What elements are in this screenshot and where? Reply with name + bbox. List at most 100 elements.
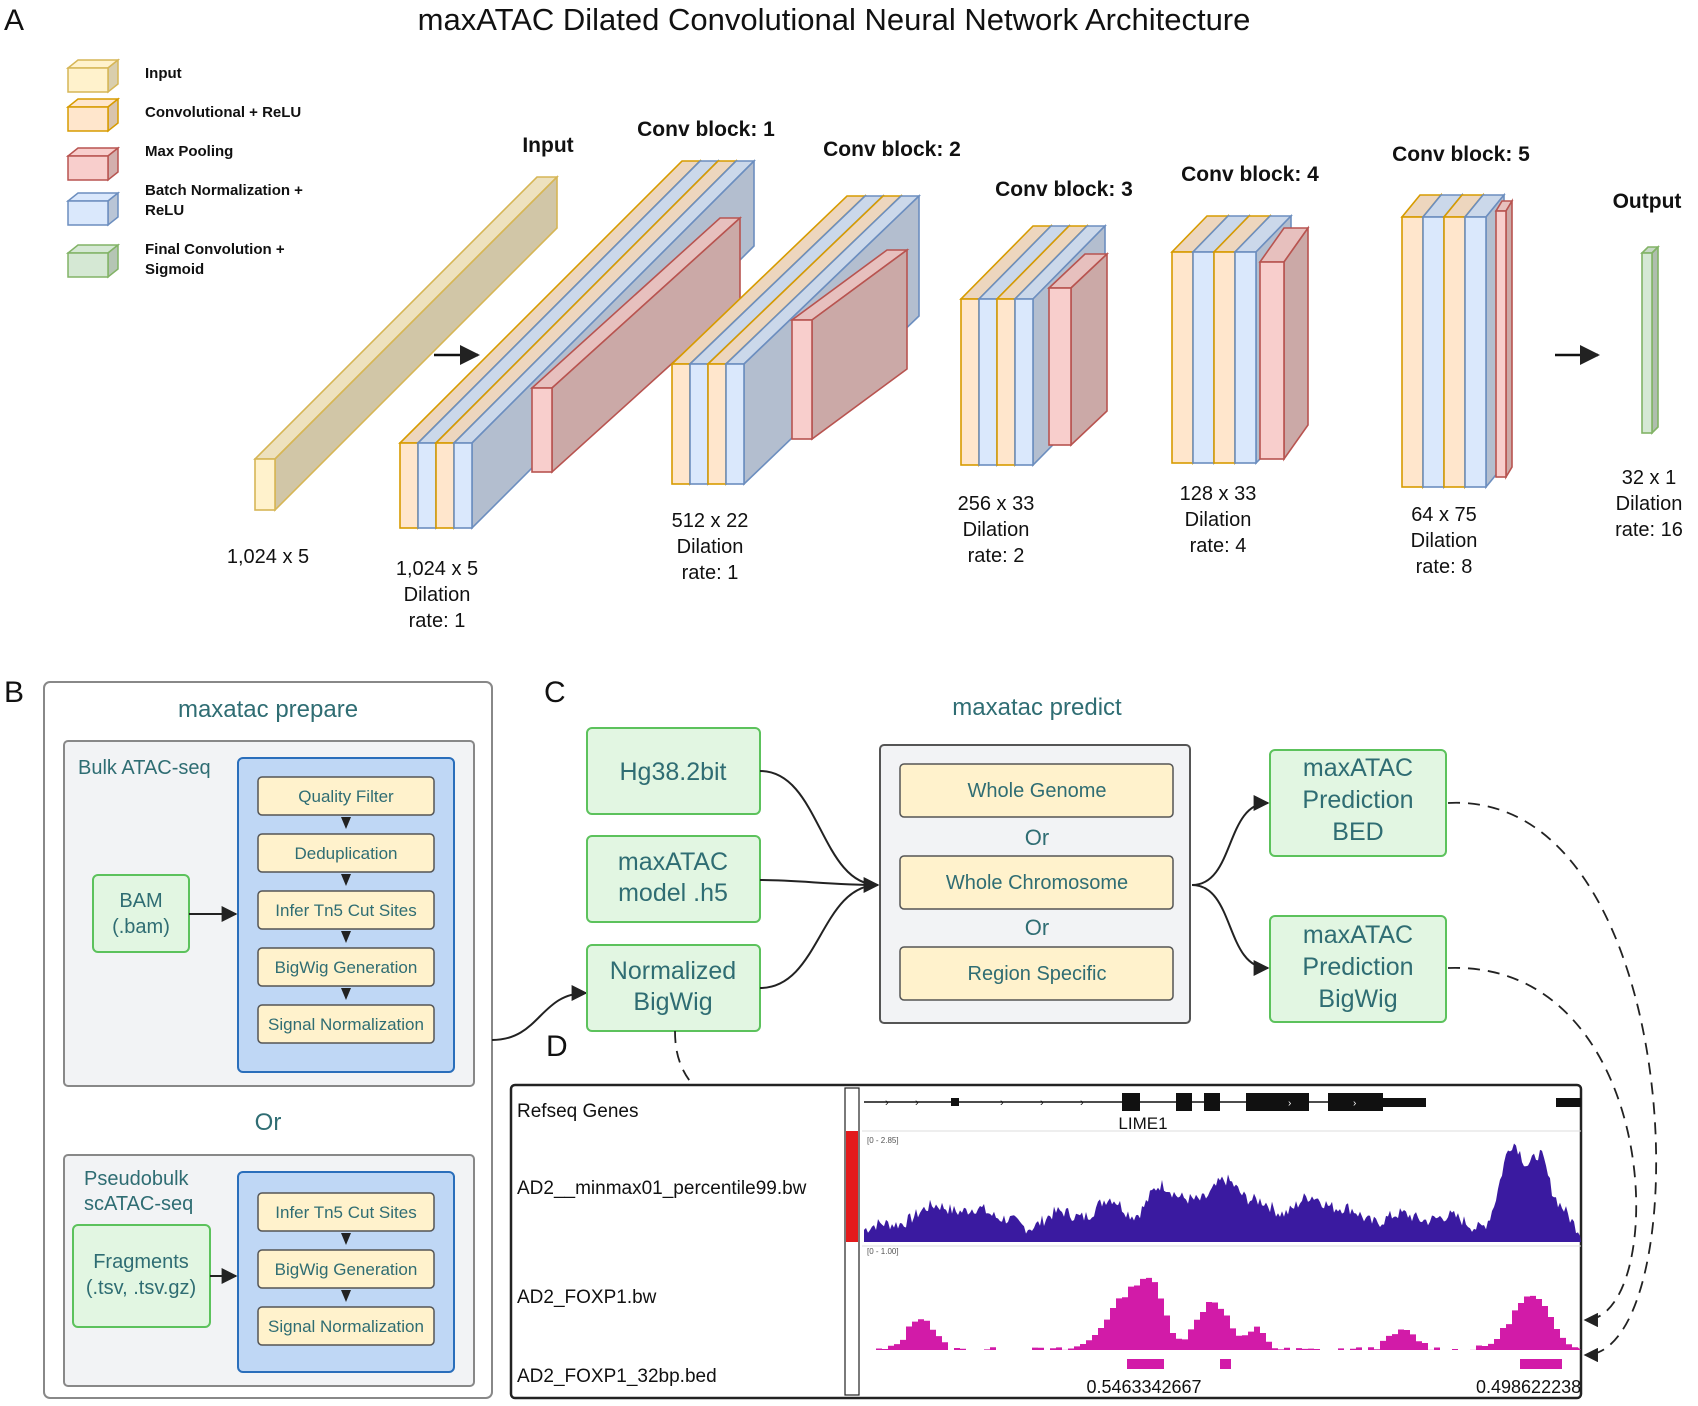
pseudobulk-steps: Infer Tn5 Cut Sites BigWig Generation Si… <box>257 1192 435 1346</box>
conv3-layer-2-front <box>978 298 998 466</box>
track-label-foxp1-bw: AD2_FOXP1.bw <box>517 1287 657 1308</box>
model-label-2: model .h5 <box>618 879 728 907</box>
pseudo-step-signal-normalization <box>257 1306 435 1346</box>
track-label-refseq: Refseq Genes <box>517 1101 638 1122</box>
model-label-1: maxATAC <box>618 848 728 876</box>
exon-5 <box>1246 1093 1309 1111</box>
panel-d-letter: D <box>546 1030 568 1063</box>
pseudo-step-bigwig-generation-label: BigWig Generation <box>275 1260 418 1279</box>
normalized-bigwig-label-2: BigWig <box>633 988 712 1016</box>
exon-7 <box>1383 1098 1426 1107</box>
conv1-layer-2-front <box>417 442 437 529</box>
strand-arrow-1: › <box>885 1097 889 1109</box>
pseudo-step-arrow-1 <box>341 1233 351 1245</box>
legend-swatch-bn <box>67 200 109 226</box>
conv3-layer-1-front <box>960 298 980 466</box>
step-infer-tn5 <box>257 890 435 930</box>
dims-output-size: 32 x 1 <box>1622 467 1676 489</box>
prediction-bigwig-label-2: Prediction <box>1302 953 1413 981</box>
block-title-conv5: Conv block: 5 <box>1392 143 1530 166</box>
option-whole-genome-label: Whole Genome <box>968 780 1107 802</box>
exon-3 <box>1176 1093 1192 1111</box>
fragments-label-1: Fragments <box>93 1251 189 1273</box>
conv4-layer-4-front <box>1234 251 1257 464</box>
track-foxp1-signal <box>876 1277 1581 1350</box>
conv1-layer-4-front <box>453 442 473 529</box>
dims-conv5-size: 64 x 75 <box>1411 504 1477 526</box>
edge-hg38-to-predict <box>759 770 879 886</box>
option-whole-chromosome <box>899 855 1174 910</box>
conv2-layer-3-front <box>707 363 727 485</box>
dims-conv2-dilation: Dilation <box>677 536 744 558</box>
dims-conv3-rate: rate: 2 <box>968 545 1025 567</box>
edge-normalized-to-predict <box>759 877 880 989</box>
step-bigwig-generation <box>257 947 435 987</box>
bed-peak-2 <box>1220 1359 1231 1369</box>
block-title-conv3: Conv block: 3 <box>995 178 1133 201</box>
conv5-pool-front <box>1495 210 1507 478</box>
option-or-1: Or <box>1025 825 1049 850</box>
step-quality-filter <box>257 776 435 816</box>
block-title-input: Input <box>522 134 573 157</box>
dims-conv2-rate: rate: 1 <box>682 562 739 584</box>
prediction-bigwig-label-3: BigWig <box>1318 985 1397 1013</box>
dashed-bigwig-to-track <box>1447 967 1638 1328</box>
prediction-bigwig-box <box>1269 915 1447 1023</box>
step-quality-filter-label: Quality Filter <box>298 787 394 806</box>
exon-6 <box>1328 1093 1383 1111</box>
legend-swatch-pool <box>67 155 109 181</box>
legend-item-conv: Convolutional + ReLU <box>65 97 301 133</box>
legend-label-input: Input <box>145 65 182 82</box>
step-deduplication <box>257 833 435 873</box>
conv3-pool-front <box>1048 287 1072 446</box>
bed-value-1: 0.5463342667 <box>1086 1377 1201 1397</box>
dims-conv5-dilation: Dilation <box>1411 530 1478 552</box>
prepare-title: maxatac prepare <box>178 696 358 723</box>
step-signal-normalization <box>257 1004 435 1044</box>
track-label-minmax: AD2__minmax01_percentile99.bw <box>517 1178 807 1199</box>
exon-4 <box>1204 1093 1220 1111</box>
bed-peak-3 <box>1520 1359 1562 1369</box>
block-title-conv4: Conv block: 4 <box>1181 163 1319 186</box>
legend-label-pool: Max Pooling <box>145 143 233 160</box>
dims-conv2-size: 512 x 22 <box>672 510 749 532</box>
track-minmax-signal <box>864 1143 1581 1242</box>
conv2-pool-front <box>791 319 813 440</box>
block-title-conv1: Conv block: 1 <box>637 118 775 141</box>
normalized-bigwig-label-1: Normalized <box>610 957 736 985</box>
fragments-label-2: (.tsv, .tsv.gz) <box>86 1277 196 1299</box>
legend-label-bn-2: ReLU <box>145 202 184 219</box>
option-region-specific <box>899 946 1174 1001</box>
range-label-1: [0 - 2.85] <box>867 1136 899 1145</box>
prediction-bigwig-label-1: maxATAC <box>1303 921 1413 949</box>
exon-1 <box>951 1098 959 1106</box>
edge-model-to-predict <box>759 879 879 886</box>
pseudobulk-label-2: scATAC-seq <box>84 1193 193 1215</box>
bam-label-1: BAM <box>119 890 162 912</box>
dims-conv4-rate: rate: 4 <box>1190 535 1247 557</box>
prediction-bed-label-3: BED <box>1332 818 1383 846</box>
block-title-output: Output <box>1613 190 1682 213</box>
bam-label-2: (.bam) <box>112 916 170 938</box>
legend-item-bn: Batch Normalization + ReLU <box>65 182 303 227</box>
track-label-foxp1-bed: AD2_FOXP1_32bp.bed <box>517 1366 717 1387</box>
panel-b: B maxatac prepare Bulk ATAC-seq BAM (.ba… <box>4 676 588 1399</box>
legend-swatch-conv <box>67 106 109 132</box>
option-or-2: Or <box>1025 915 1049 940</box>
fragments-box <box>72 1224 211 1328</box>
pseudobulk-label-1: Pseudobulk <box>84 1168 190 1190</box>
output-layer-side <box>1651 245 1659 435</box>
dims-input: 1,024 x 5 <box>227 546 309 568</box>
block-title-conv2: Conv block: 2 <box>823 138 961 161</box>
conv5-layer-2-front <box>1422 216 1445 488</box>
legend-label-final-2: Sigmoid <box>145 261 204 278</box>
strand-arrow-3: › <box>1000 1097 1004 1109</box>
edge-predict-to-bed <box>1191 795 1270 886</box>
conv5-layer-4-front <box>1464 216 1487 488</box>
legend-label-final-1: Final Convolution + <box>145 241 285 258</box>
exon-strand-arrow-2: › <box>1353 1098 1356 1109</box>
bulk-steps: Quality Filter Deduplication Infer Tn5 C… <box>257 776 435 1044</box>
predict-title: maxatac predict <box>952 694 1122 721</box>
dims-output-dilation: Dilation <box>1616 493 1683 515</box>
step-arrow-3 <box>341 931 351 943</box>
